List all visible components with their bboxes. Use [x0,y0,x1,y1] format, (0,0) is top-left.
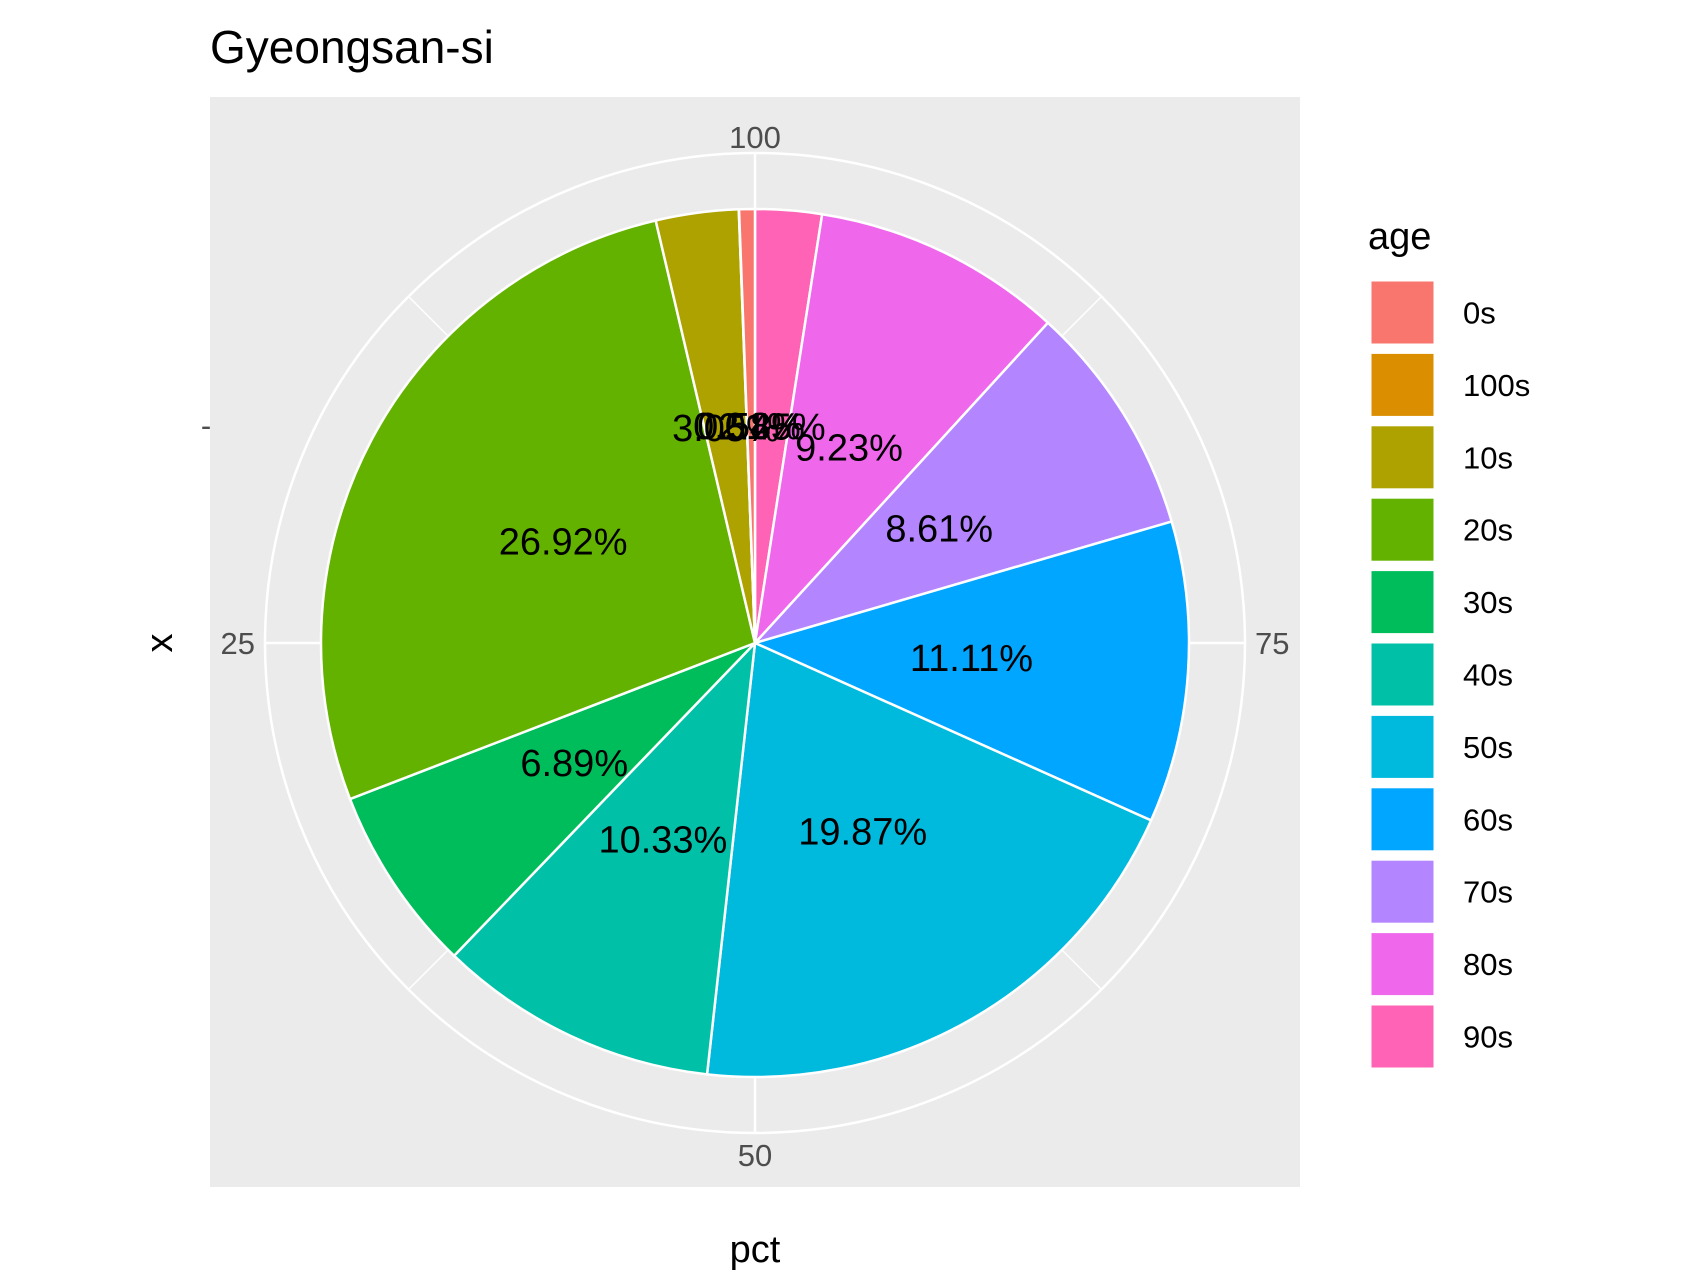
pie-slice-20s [319,219,757,801]
slice-label-90s: 2.45% [718,407,826,449]
angle-tick-50: 50 [738,1138,772,1173]
legend: age 0s 100s 10s 20s 30s 40s 50s 60s 70s 80s 90s [1368,216,1530,1069]
legend-key-10s [1370,425,1435,490]
pie-slice-80s [753,212,1050,647]
legend-label-90s: 90s [1463,1020,1513,1055]
pie-slice-70s [751,321,1174,646]
slice-label-80s: 9.23% [795,427,903,469]
pie-slices [319,207,1191,1079]
legend-label-80s: 80s [1463,947,1513,982]
legend-key-30s [1370,570,1435,635]
legend-key-50s [1370,714,1435,779]
x-axis-title: pct [730,1229,781,1271]
legend-key-80s [1370,932,1435,997]
legend-key-20s [1370,497,1435,562]
legend-key-40s [1370,642,1435,707]
slice-label-10s: 3.05% [672,408,780,450]
slice-label-50s: 19.87% [798,811,927,853]
legend-label-60s: 60s [1463,802,1513,837]
legend-title: age [1368,216,1431,258]
legend-key-100s [1370,352,1435,417]
legend-key-90s [1370,1004,1435,1069]
pie-slice-60s [751,519,1191,823]
slice-label-40s: 10.33% [598,819,727,861]
slice-labels: 2.45%9.23% 8.61% 11.11% 19.87% 10.33% 6.89% 26… [499,406,1033,861]
angle-tick-25: 25 [221,626,255,661]
angle-tick-labels: 100 25 50 75 [221,120,1290,1173]
pie-slice-40s [452,639,757,1076]
slice-label-20s: 26.92% [499,522,628,564]
legend-label-0s: 0s [1463,296,1496,331]
legend-key-0s [1370,280,1435,345]
slice-label-100s: 0.01% [693,406,801,448]
angle-tick-100: 100 [729,120,781,155]
legend-label-40s: 40s [1463,658,1513,693]
pie-slice-50s [705,641,1153,1079]
slice-label-0s: 0.58% [697,406,805,448]
slice-label-60s: 11.11% [910,638,1033,680]
legend-label-20s: 20s [1463,513,1513,548]
chart-title: Gyeongsan-si [210,21,494,73]
y-axis-title: x [139,634,181,653]
legend-key-70s [1370,859,1435,924]
slice-label-70s: 8.61% [885,508,993,550]
legend-label-10s: 10s [1463,440,1513,475]
angle-tick-75: 75 [1255,626,1289,661]
pie-slice-0s [737,207,757,644]
legend-label-100s: 100s [1463,368,1530,403]
legend-label-30s: 30s [1463,585,1513,620]
slice-label-30s: 6.89% [520,743,628,785]
legend-label-50s: 50s [1463,730,1513,765]
legend-label-70s: 70s [1463,875,1513,910]
legend-key-60s [1370,787,1435,852]
y-tick-label: - [201,408,211,443]
pie-slice-30s [348,641,756,958]
